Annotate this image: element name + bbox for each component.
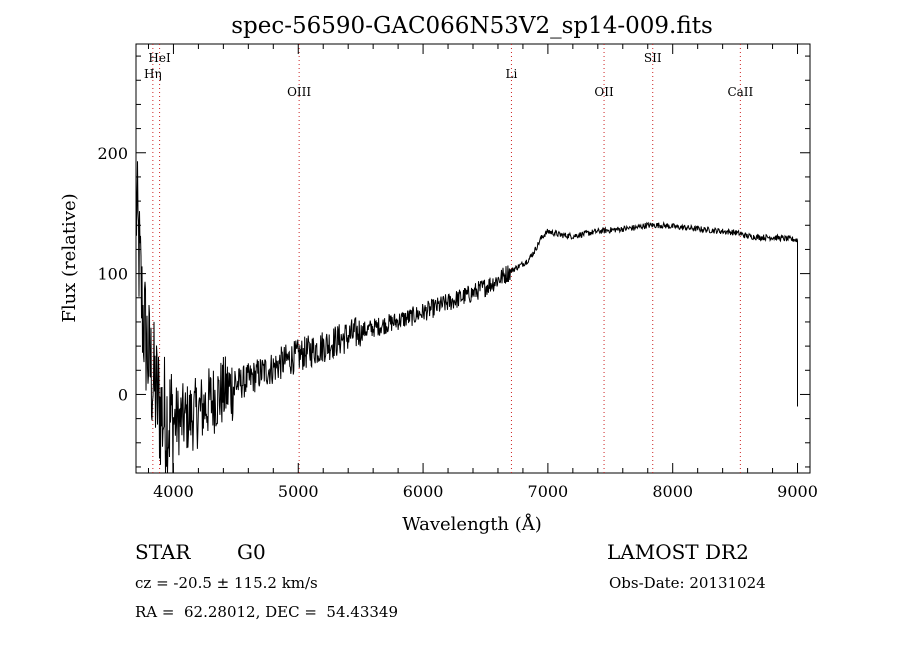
line-marker-label: Hη [144,67,162,81]
y-tick-label: 0 [118,385,128,404]
x-tick-label: 5000 [278,482,319,501]
line-marker-label: SII [644,51,662,65]
plot-frame [135,43,811,474]
line-marker-label: OIII [287,85,311,99]
y-tick-label: 200 [97,144,128,163]
x-tick-label: 8000 [652,482,693,501]
spectrum-line [135,161,798,474]
line-marker-label: OII [594,85,614,99]
x-axis-label: Wavelength (Å) [402,513,542,535]
x-tick-label: 6000 [403,482,444,501]
line-marker-label: Li [506,67,518,81]
line-marker-label: HeI [148,51,171,65]
line-marker-label: CaII [727,85,753,99]
x-axis: 4000 5000 6000 7000 8000 9000 [147,44,818,501]
y-axis-label: Flux (relative) [59,193,80,322]
survey-name: LAMOST DR2 [607,540,749,564]
spectral-line-markers: HeI Hη OIII Li OII SII CaII [144,44,754,473]
redshift-text: cz = -20.5 ± 115.2 km/s [135,574,318,592]
x-tick-label: 7000 [528,482,569,501]
obs-date: Obs-Date: 20131024 [609,574,766,592]
spectral-subclass: G0 [237,540,266,564]
x-tick-label: 9000 [777,482,818,501]
object-class: STAR [135,540,191,564]
chart-title: spec-56590-GAC066N53V2_sp14-009.fits [231,13,713,39]
y-tick-label: 100 [97,265,128,284]
coordinates: RA = 62.28012, DEC = 54.43349 [135,603,399,621]
y-axis: 0 100 200 [97,55,810,468]
x-tick-label: 4000 [153,482,194,501]
